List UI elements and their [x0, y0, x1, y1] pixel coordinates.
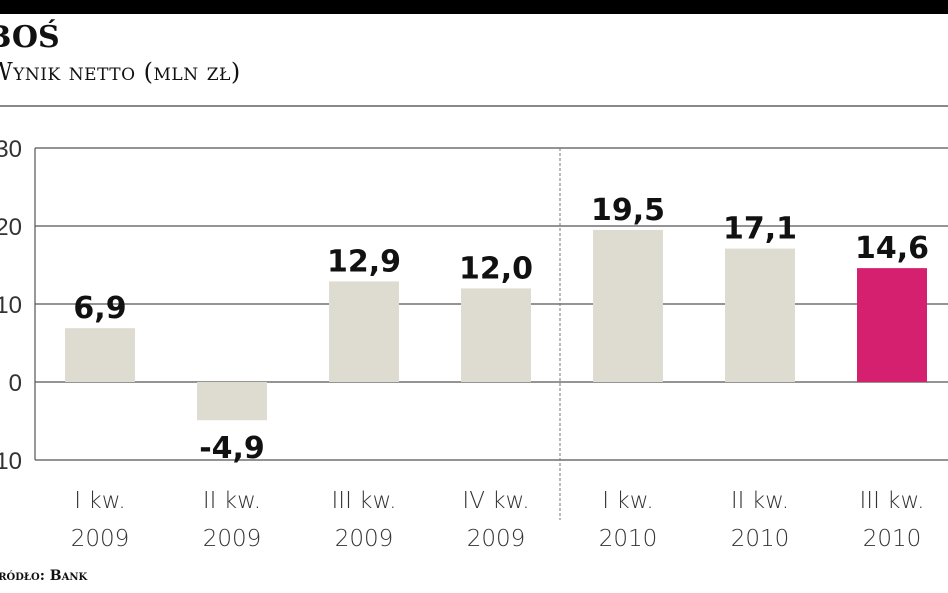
- x-tick-label: II kw.: [203, 488, 261, 514]
- bar: [725, 248, 795, 382]
- bar: [593, 229, 663, 382]
- x-tick-label: 2009: [467, 526, 526, 552]
- x-tick-label: I kw.: [74, 488, 125, 514]
- data-label: 12,0: [459, 251, 533, 286]
- x-tick-label: 2010: [599, 526, 658, 552]
- x-tick-label: III kw.: [860, 488, 925, 514]
- y-tick-label: 10: [0, 292, 22, 319]
- x-tick-label: 2009: [335, 526, 394, 552]
- data-label: -4,9: [199, 431, 265, 466]
- x-tick-label: IV kw.: [462, 488, 529, 514]
- x-tick-label: III kw.: [332, 488, 397, 514]
- data-label: 12,9: [327, 244, 401, 279]
- y-tick-label: -10: [0, 448, 22, 475]
- x-tick-label: I kw.: [602, 488, 653, 514]
- bar: [329, 281, 399, 382]
- chart-title: BOŚ: [0, 20, 60, 55]
- y-tick-label: 0: [9, 370, 22, 397]
- bar: [857, 268, 927, 382]
- bar: [197, 382, 267, 421]
- chart-subtitle: Wynik netto (mln zł): [0, 58, 241, 86]
- title-rule: [0, 105, 948, 107]
- x-tick-label: 2009: [71, 526, 130, 552]
- data-label: 14,6: [855, 231, 929, 266]
- x-tick-label: 2010: [731, 526, 790, 552]
- source-note: Źródło: Bank: [0, 568, 88, 584]
- bar: [65, 328, 135, 382]
- data-label: 6,9: [73, 291, 126, 326]
- top-band: [0, 0, 948, 14]
- x-tick-label: 2009: [203, 526, 262, 552]
- bar: [461, 288, 531, 382]
- y-tick-label: 20: [0, 214, 22, 241]
- data-label: 17,1: [723, 212, 797, 247]
- x-tick-label: II kw.: [731, 488, 789, 514]
- y-tick-label: 30: [0, 136, 22, 163]
- x-tick-label: 2010: [863, 526, 922, 552]
- data-label: 19,5: [591, 193, 665, 228]
